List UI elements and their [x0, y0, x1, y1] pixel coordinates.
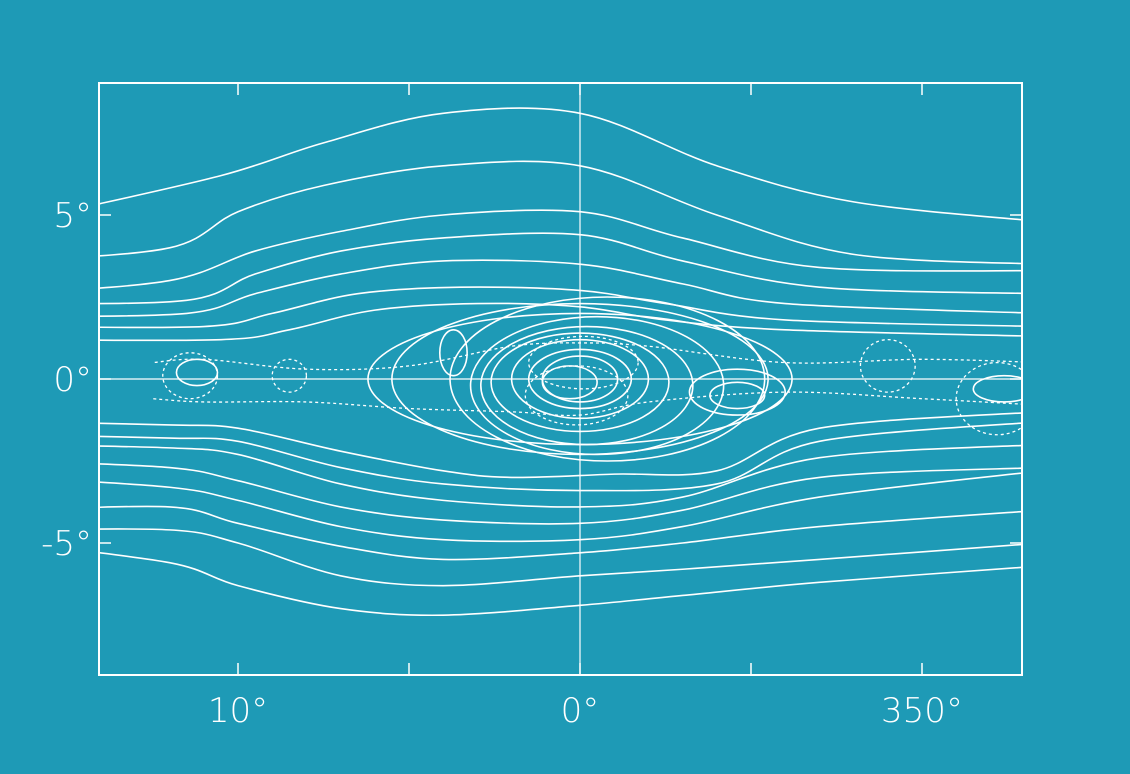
x-tick-label: 350° [881, 691, 963, 731]
closed-contour [972, 374, 1021, 403]
contour-line [100, 412, 1021, 479]
y-tick-label: 5° [53, 196, 92, 236]
contour-line [100, 505, 1021, 561]
closed-contour [480, 325, 694, 446]
negative-contour [524, 365, 629, 426]
negative-contour [955, 361, 1021, 436]
x-tick-labels: 10° 0° 350° [208, 691, 963, 731]
closed-contour [438, 329, 468, 377]
contour-line [100, 528, 1021, 587]
x-tick-label: 0° [561, 691, 600, 731]
negative-contour [271, 358, 308, 393]
contour-line [100, 302, 1021, 342]
closed-contour [709, 381, 766, 410]
negative-contour-line [152, 391, 1021, 417]
closed-contour [469, 315, 725, 456]
contour-line [100, 209, 1021, 289]
closed-contour [541, 365, 598, 400]
negative-contour-line [152, 342, 1021, 371]
tick-marks [99, 83, 1022, 675]
contour-line [100, 232, 1021, 305]
contour-line [100, 444, 1021, 508]
contour-line [100, 286, 1021, 329]
contour-line [100, 160, 1021, 265]
closed-contour [688, 368, 787, 416]
negative-contour [162, 352, 219, 400]
axis-lines [99, 83, 1022, 675]
y-tick-label: 0° [53, 360, 92, 400]
contour-line [100, 422, 1021, 492]
closed-contour [175, 358, 219, 387]
y-tick-label: -5° [41, 524, 92, 564]
x-tick-label: 10° [208, 691, 268, 731]
contour-line [100, 107, 1021, 221]
contour-line [100, 551, 1021, 617]
negative-contour [859, 338, 916, 393]
contour-line [100, 463, 1021, 525]
contour-lines [100, 107, 1021, 617]
y-tick-labels: 5° 0° -5° [41, 196, 92, 564]
contour-line [100, 259, 1021, 318]
contour-line [100, 472, 1021, 543]
